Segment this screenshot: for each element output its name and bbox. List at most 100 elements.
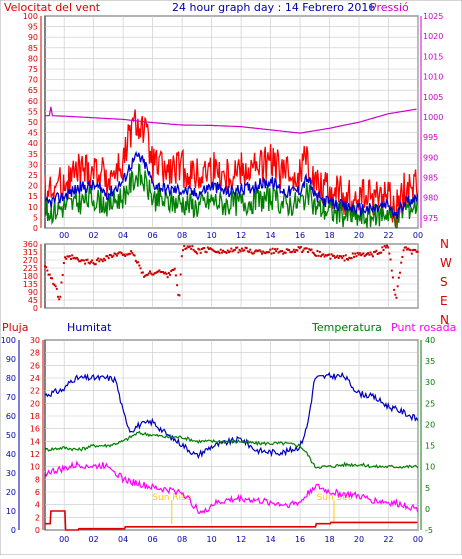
- direction-point: [74, 257, 77, 260]
- x-tick-label: 14: [265, 535, 275, 544]
- humidity-tick-label: 40: [6, 450, 16, 459]
- y-right-tick-label: 1000: [423, 113, 443, 122]
- rain-tick-label: 12: [30, 450, 40, 459]
- direction-point: [163, 272, 166, 275]
- direction-point: [97, 257, 100, 260]
- direction-point: [394, 293, 397, 296]
- rain-tick-label: 30: [30, 336, 40, 345]
- direction-point: [231, 250, 234, 253]
- direction-point: [236, 246, 239, 249]
- direction-point: [375, 249, 378, 252]
- direction-point: [185, 247, 188, 250]
- direction-point: [53, 283, 56, 286]
- x-tick-label: 04: [118, 231, 128, 240]
- direction-point: [288, 249, 291, 252]
- direction-point: [298, 247, 301, 250]
- direction-point: [355, 255, 358, 258]
- direction-point: [332, 254, 335, 257]
- direction-point: [100, 258, 103, 261]
- direction-point: [212, 249, 215, 252]
- direction-point: [126, 253, 129, 256]
- direction-point: [148, 270, 151, 273]
- direction-point: [279, 250, 282, 253]
- direction-point: [151, 273, 154, 276]
- direction-point: [270, 252, 273, 255]
- direction-point: [348, 256, 351, 259]
- direction-point: [381, 246, 384, 249]
- direction-point: [140, 271, 143, 274]
- direction-point: [173, 267, 176, 270]
- direction-point: [269, 248, 272, 251]
- direction-point: [229, 250, 232, 253]
- direction-point: [382, 249, 385, 252]
- direction-point: [297, 246, 300, 249]
- direction-point: [249, 248, 252, 251]
- direction-point: [356, 251, 359, 254]
- direction-point: [342, 255, 345, 258]
- direction-point: [327, 253, 330, 256]
- direction-point: [302, 249, 305, 252]
- wind-pressure-chart: 0510152025303540455055606570758085909510…: [23, 12, 444, 240]
- x-tick-label: 06: [148, 535, 158, 544]
- direction-point: [388, 252, 391, 255]
- direction-point: [121, 253, 124, 256]
- direction-point: [186, 245, 189, 248]
- x-tick-label: 08: [177, 231, 187, 240]
- x-tick-label: 04: [118, 535, 128, 544]
- direction-point: [209, 247, 212, 250]
- direction-point: [105, 255, 108, 258]
- direction-point: [365, 252, 368, 255]
- x-tick-label: 06: [148, 231, 158, 240]
- temperature-tick-label: -5: [425, 526, 433, 535]
- direction-point: [215, 251, 218, 254]
- direction-point: [307, 250, 310, 253]
- direction-point: [383, 244, 386, 247]
- y-left-tick-label: 55: [28, 107, 38, 116]
- direction-point: [86, 258, 89, 261]
- chart-title: 24 hour graph day : 14 Febrero 2016: [172, 1, 375, 14]
- direction-point: [180, 255, 183, 258]
- direction-point: [169, 273, 172, 276]
- direction-point: [65, 257, 68, 260]
- compass-label: N: [440, 237, 449, 251]
- direction-point: [184, 247, 187, 250]
- y-left-tick-label: 50: [28, 118, 38, 127]
- direction-point: [252, 252, 255, 255]
- direction-point: [292, 248, 295, 251]
- direction-point: [150, 272, 153, 275]
- x-tick-label: 10: [207, 535, 217, 544]
- y-left-tick-label: 65: [28, 86, 38, 95]
- direction-point: [91, 259, 94, 262]
- y-left-tick-label: 10: [28, 203, 38, 212]
- direction-point: [308, 248, 311, 251]
- direction-point: [152, 273, 155, 276]
- direction-point: [88, 262, 91, 265]
- y-left-tick-label: 30: [28, 160, 38, 169]
- direction-point: [390, 269, 393, 272]
- direction-point: [401, 255, 404, 258]
- direction-point: [400, 261, 403, 264]
- direction-point: [341, 257, 344, 260]
- direction-point: [211, 248, 214, 251]
- direction-point: [177, 293, 180, 296]
- y-left-tick-label: 5: [33, 213, 38, 222]
- direction-point: [56, 295, 59, 298]
- humidity-axis-title: Humitat: [67, 321, 112, 334]
- direction-point: [291, 250, 294, 253]
- direction-tick-label: 225: [23, 264, 38, 273]
- direction-point: [312, 252, 315, 255]
- temperature-tick-label: 40: [425, 336, 435, 345]
- direction-point: [80, 259, 83, 262]
- x-tick-label: 08: [177, 535, 187, 544]
- direction-point: [296, 249, 299, 252]
- direction-point: [124, 254, 127, 257]
- direction-point: [334, 256, 337, 259]
- direction-point: [207, 248, 210, 251]
- wind-speed-axis-title: Velocitat del vent: [4, 1, 101, 14]
- direction-point: [111, 256, 114, 259]
- direction-point: [384, 246, 387, 249]
- direction-point: [171, 268, 174, 271]
- direction-point: [99, 258, 102, 261]
- sunset-label: Sun Set: [317, 493, 352, 503]
- direction-point: [344, 254, 347, 257]
